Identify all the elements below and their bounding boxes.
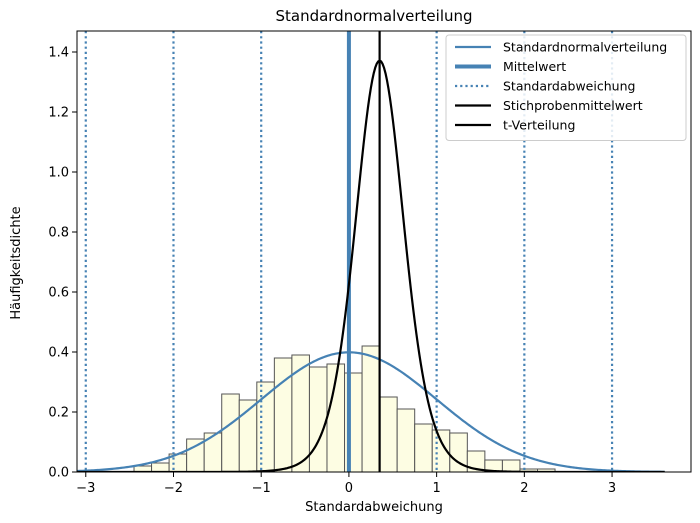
histogram-bar bbox=[396, 408, 416, 472]
plot-area: −3 −2 −1 0 1 2 3 0.0 0.2 0.4 0.6 0.8 1.0 1.2 1.4 bbox=[48, 30, 692, 496]
x-tick-label: −3 bbox=[76, 481, 95, 496]
y-tick-label: 1.0 bbox=[48, 166, 69, 181]
histogram-bar bbox=[501, 459, 521, 472]
y-tick-label: 1.4 bbox=[48, 46, 69, 61]
plot-content bbox=[77, 31, 665, 472]
y-tick-label: 0.6 bbox=[48, 286, 69, 301]
y-tick-label: 0.8 bbox=[48, 226, 69, 241]
histogram-bar bbox=[537, 468, 556, 472]
histogram-bar bbox=[273, 357, 293, 472]
x-tick-label: 0 bbox=[345, 481, 353, 496]
legend-entry-label: Stichprobenmittelwert bbox=[503, 98, 643, 113]
y-tick-label: 1.2 bbox=[48, 106, 69, 121]
legend-entry-label: t-Verteilung bbox=[503, 118, 575, 133]
x-tick-label: 2 bbox=[520, 481, 528, 496]
x-tick-label: 1 bbox=[432, 481, 440, 496]
chart-title: Standardnormalverteilung bbox=[275, 7, 472, 25]
y-tick-label: 0.4 bbox=[48, 346, 69, 361]
x-tick-label: −1 bbox=[252, 481, 271, 496]
y-tick-label: 0.2 bbox=[48, 406, 69, 421]
histogram-bar bbox=[361, 345, 381, 472]
x-tick-label: −2 bbox=[164, 481, 183, 496]
legend-entry-label: Standardnormalverteilung bbox=[503, 40, 667, 55]
legend-entry-label: Mittelwert bbox=[503, 59, 566, 74]
histogram-bar bbox=[379, 396, 398, 472]
y-tick-label: 0.0 bbox=[48, 466, 69, 481]
histogram-bar bbox=[308, 366, 328, 472]
series-line-standardnormalverteilung bbox=[77, 351, 665, 472]
legend: Standardnormalverteilung Mittelwert Standa… bbox=[445, 34, 687, 141]
axes-frame bbox=[76, 30, 692, 473]
legend-entry-label: Standardabweichung bbox=[503, 79, 635, 94]
histogram-bar bbox=[414, 423, 433, 472]
histogram-bar bbox=[151, 462, 170, 472]
x-tick-label: 3 bbox=[608, 481, 616, 496]
x-axis-label: Standardabweichung bbox=[305, 500, 443, 515]
legend-box bbox=[445, 34, 687, 141]
y-axis-label: Häufigkeitsdichte bbox=[9, 206, 24, 319]
histogram-bar bbox=[221, 393, 240, 472]
